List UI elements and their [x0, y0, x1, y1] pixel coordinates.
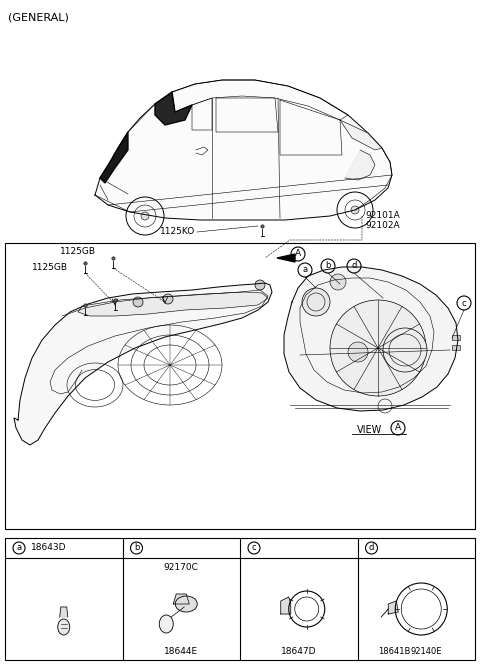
Text: 92140E: 92140E	[410, 647, 442, 657]
Circle shape	[302, 288, 330, 316]
Text: 1125GB: 1125GB	[32, 262, 68, 272]
Ellipse shape	[175, 596, 197, 612]
Circle shape	[163, 294, 173, 304]
Polygon shape	[173, 594, 189, 604]
Text: 18643D: 18643D	[31, 544, 67, 552]
Polygon shape	[100, 132, 128, 183]
Circle shape	[255, 280, 265, 290]
Bar	[5, 243, 475, 529]
Polygon shape	[388, 601, 398, 614]
Text: a: a	[302, 266, 308, 274]
Text: A: A	[395, 424, 401, 432]
Text: d: d	[369, 544, 374, 552]
Circle shape	[348, 342, 368, 362]
Text: 92102A: 92102A	[365, 220, 400, 230]
Polygon shape	[281, 597, 291, 614]
Text: 18644E: 18644E	[164, 647, 198, 657]
Polygon shape	[277, 254, 295, 262]
Circle shape	[133, 297, 143, 307]
Text: (GENERAL): (GENERAL)	[8, 13, 69, 23]
Text: 92170C: 92170C	[164, 564, 199, 572]
Ellipse shape	[58, 619, 70, 635]
Polygon shape	[340, 120, 382, 150]
Circle shape	[351, 206, 359, 214]
Polygon shape	[284, 267, 458, 411]
Circle shape	[141, 212, 149, 220]
Text: 1125GB: 1125GB	[60, 248, 96, 256]
Polygon shape	[95, 80, 392, 220]
Text: A: A	[295, 250, 301, 258]
Text: 18647D: 18647D	[281, 647, 316, 657]
Text: b: b	[134, 544, 139, 552]
Circle shape	[383, 328, 427, 372]
Bar	[5, 538, 475, 660]
Text: b: b	[325, 262, 331, 270]
Polygon shape	[14, 283, 272, 445]
Circle shape	[330, 300, 426, 396]
Text: 92101A: 92101A	[365, 212, 400, 220]
Polygon shape	[78, 292, 268, 316]
Text: 1125KO: 1125KO	[160, 228, 195, 236]
Bar	[452, 345, 460, 350]
Polygon shape	[345, 150, 375, 180]
Text: a: a	[16, 544, 22, 552]
Text: VIEW: VIEW	[358, 425, 383, 435]
Circle shape	[330, 274, 346, 290]
Bar	[452, 335, 460, 340]
Polygon shape	[60, 607, 68, 617]
Text: c: c	[252, 544, 256, 552]
Ellipse shape	[159, 615, 173, 633]
Text: 18641B: 18641B	[378, 647, 410, 657]
Text: c: c	[462, 299, 466, 307]
Text: d: d	[351, 262, 357, 270]
Polygon shape	[155, 92, 192, 125]
